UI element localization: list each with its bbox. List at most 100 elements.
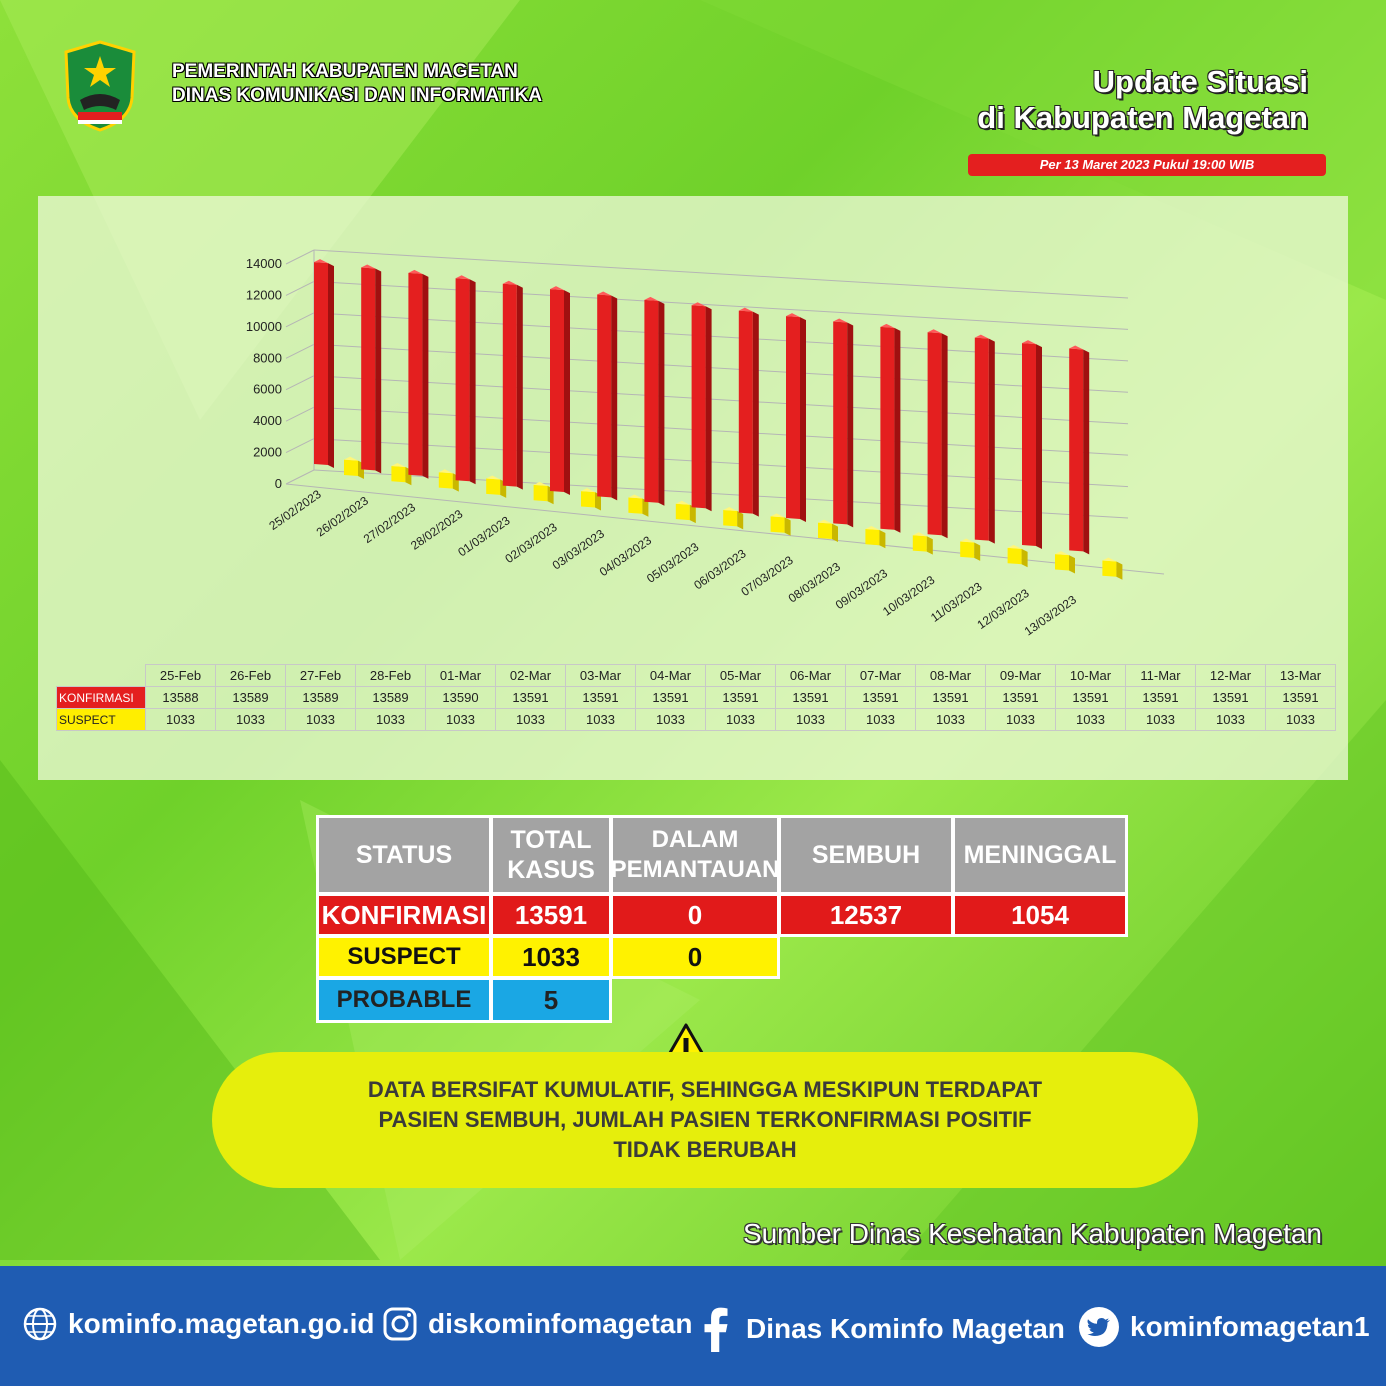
konfirmasi-bar-top [974,334,995,342]
suspect-bar [960,541,975,558]
table-cell: 13591 [845,686,916,709]
gridline [313,249,1129,299]
table-cell: 13589 [215,686,286,709]
instagram-label: diskominfomagetan [428,1308,693,1339]
suspect-bar [533,484,548,502]
footer-website[interactable]: kominfo.magetan.go.id [22,1306,374,1342]
table-cell: 1033 [845,708,916,731]
konfirmasi-bar [597,294,612,498]
suspect-bar-top [675,500,696,508]
table-column-header: 07-Mar [845,664,916,687]
row-label: KONFIRMASI [56,686,146,709]
konfirmasi-bar-top [833,318,854,326]
konfirmasi-bar [738,310,753,514]
table-cell: 1033 [1125,708,1196,731]
konfirmasi-bar-side [422,273,429,479]
table-cell: 1033 [565,708,636,731]
twitter-icon [1079,1307,1119,1347]
suspect-bar-top [438,469,459,477]
suspect-bar [1055,554,1069,571]
footer-twitter[interactable]: kominfomagetan1 [1078,1306,1370,1348]
y-tick-label: 4000 [253,413,282,428]
table-column-header: 12-Mar [1195,664,1266,687]
suspect-bar-side [926,536,933,555]
suspect-bar-top [723,507,744,515]
table-cell: 1033 [775,708,846,731]
table-cell: 1033 [355,708,426,731]
suspect-bar-top [960,538,981,546]
table-column-header: 01-Mar [425,664,496,687]
konfirmasi-bar [1069,348,1084,552]
y-tick-label: 12000 [246,287,282,302]
suspect-bar [391,465,406,483]
footer-instagram[interactable]: diskominfomagetan [382,1306,692,1342]
footer-facebook[interactable]: Dinas Kominfo Magetan [696,1306,1065,1352]
konfirmasi-bar [1022,343,1036,546]
notice-line-2: PASIEN SEMBUH, JUMLAH PASIEN TERKONFIRMA… [378,1107,1032,1132]
globe-icon [23,1307,57,1341]
konfirmasi-bar-top [927,329,948,337]
konfirmasi-bar-top [1069,345,1090,353]
suspect-bar [865,528,880,546]
notice-line-1: DATA BERSIFAT KUMULATIF, SEHINGGA MESKIP… [367,1077,1043,1102]
konfirmasi-bar [550,289,564,492]
suspect-bar-side [737,511,744,530]
table-row: SUSPECT 1033 1033 1033 1033 1033 1033 1033 1033 1… [56,708,1336,731]
suspect-bar [344,459,358,476]
table-cell: 13591 [1125,686,1196,709]
x-tick-label: 11/03/2023 [928,579,985,625]
konfirmasi-bar [361,267,376,471]
gridline-side [285,343,315,359]
konfirmasi-bar [644,299,659,503]
gridline-side [285,280,315,296]
suspect-bar-side [595,492,601,511]
table-cell: 13591 [705,686,776,709]
suspect-bar-top [818,519,838,527]
konfirmasi-bar-top [361,264,382,272]
gridline-side [285,312,315,328]
suspect-bar-top [912,532,933,540]
konfirmasi-bar [927,332,942,536]
konfirmasi-bar [408,272,423,476]
konfirmasi-bar-side [611,295,618,501]
suspect-bar-top [581,488,601,496]
y-tick-label: 0 [275,476,282,491]
gridline [313,312,1129,362]
table-cell: 1033 [985,708,1056,731]
konfirmasi-bar-top [597,291,618,299]
konfirmasi-total: 13591 [490,893,612,937]
table-cell: 13589 [355,686,426,709]
facebook-label: Dinas Kominfo Magetan [746,1313,1065,1344]
magetan-crest-icon [64,40,136,132]
date-ribbon: Per 13 Maret 2023 Pukul 19:00 WIB [968,154,1326,176]
konfirmasi-bar [455,278,470,482]
header-dalam-pemantauan: DALAM PEMANTAUAN [610,815,780,895]
konfirmasi-bar [974,337,989,541]
gridline-side [285,469,315,485]
konfirmasi-sembuh: 12537 [778,893,954,937]
konfirmasi-bar [833,321,848,525]
gridline [313,375,1129,425]
konfirmasi-bar-side [988,338,995,544]
suspect-label: SUSPECT [316,935,492,979]
konfirmasi-bar [786,316,800,519]
table-cell: 1033 [425,708,496,731]
table-cell: 1033 [1195,708,1266,731]
table-cell: 13589 [285,686,356,709]
konfirmasi-bar-top [738,307,759,315]
table-cell: 1033 [635,708,706,731]
gridline [313,343,1129,393]
org-line-1: PEMERINTAH KABUPATEN MAGETAN [172,61,518,82]
konfirmasi-bar-side [752,311,759,517]
konfirmasi-bar-side [1083,349,1090,555]
notice-banner: DATA BERSIFAT KUMULATIF, SEHINGGA MESKIP… [212,1052,1198,1188]
konfirmasi-pemantauan: 0 [610,893,780,937]
suspect-bar-side [832,523,838,542]
suspect-bar-side [784,517,791,536]
konfirmasi-bar-side [941,333,948,539]
table-column-header: 04-Mar [635,664,706,687]
gridline [313,438,1129,488]
header-organization: PEMERINTAH KABUPATEN MAGETAN DINAS KOMUN… [172,60,542,108]
suspect-bar-top [865,525,886,533]
table-column-header: 06-Mar [775,664,846,687]
